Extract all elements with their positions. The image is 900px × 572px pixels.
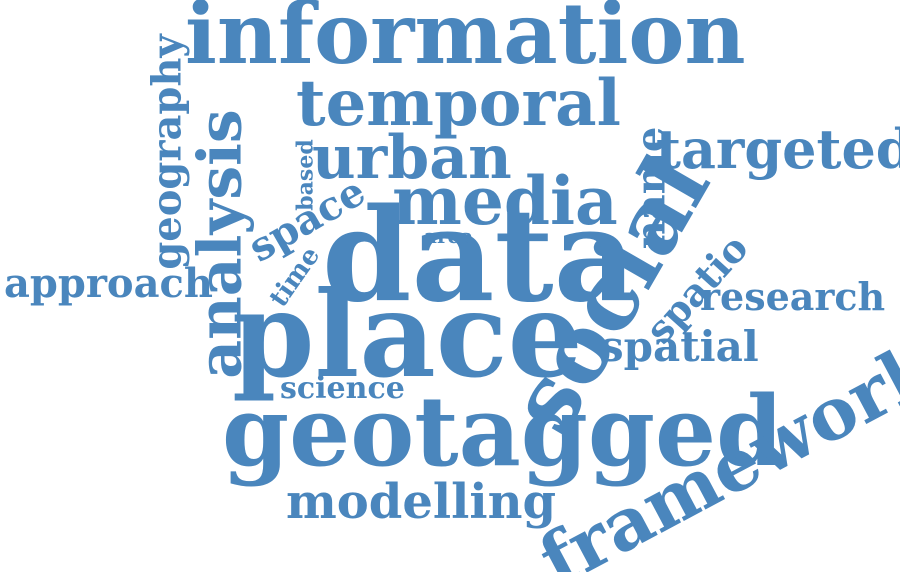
word-urban: urban [312, 123, 512, 193]
word-area: area [424, 224, 474, 248]
word-approach: approach [4, 260, 213, 307]
word-geotagged: geotagged [222, 375, 784, 488]
word-data: data [322, 181, 637, 331]
word-science: science [280, 371, 405, 406]
word-geography: geography [143, 34, 191, 270]
word-place: place [232, 265, 583, 404]
word-research: research [700, 274, 886, 319]
word-analysis: analysis [185, 109, 256, 379]
word-modelling: modelling [286, 474, 557, 530]
word-temporal: temporal [296, 66, 621, 141]
word-targeted: targeted [656, 117, 900, 181]
word-media: media [392, 162, 618, 240]
word-spatial: spatial [600, 322, 759, 371]
word-information: information [185, 0, 746, 83]
